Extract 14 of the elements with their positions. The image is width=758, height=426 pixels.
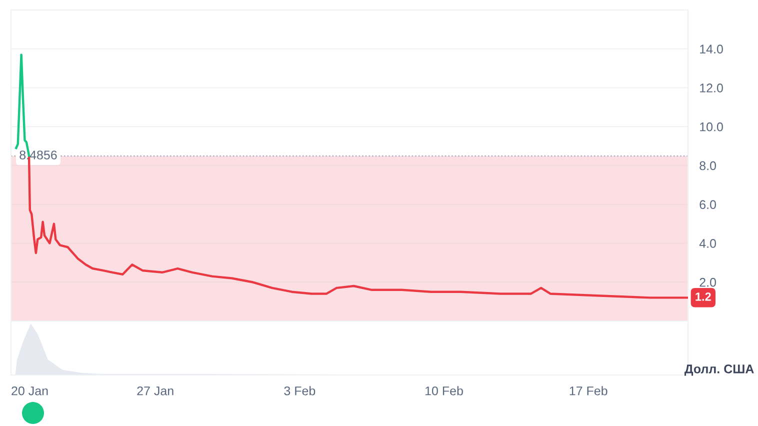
y-tick-label: 6.0: [700, 200, 716, 210]
y-tick-label: 12.0: [700, 84, 723, 92]
y-axis-title: Долл. США: [684, 364, 754, 376]
annotation: 1.2: [696, 292, 711, 301]
x-tick-label: 27 Jan: [137, 386, 174, 396]
y-tick-label: 14.0: [700, 44, 723, 54]
x-tick-label: 10 Feb: [426, 386, 463, 396]
y-tick-label: 2.0: [700, 278, 716, 287]
x-tick-label: 17 Feb: [570, 386, 608, 396]
x-tick-label: 20 Jan: [12, 386, 48, 396]
x-tick-label: 3 Feb: [284, 386, 316, 396]
y-tick-label: 8.0: [700, 161, 716, 170]
y-tick-label: 4.0: [699, 239, 716, 248]
y-tick-label: 10.0: [700, 122, 723, 132]
